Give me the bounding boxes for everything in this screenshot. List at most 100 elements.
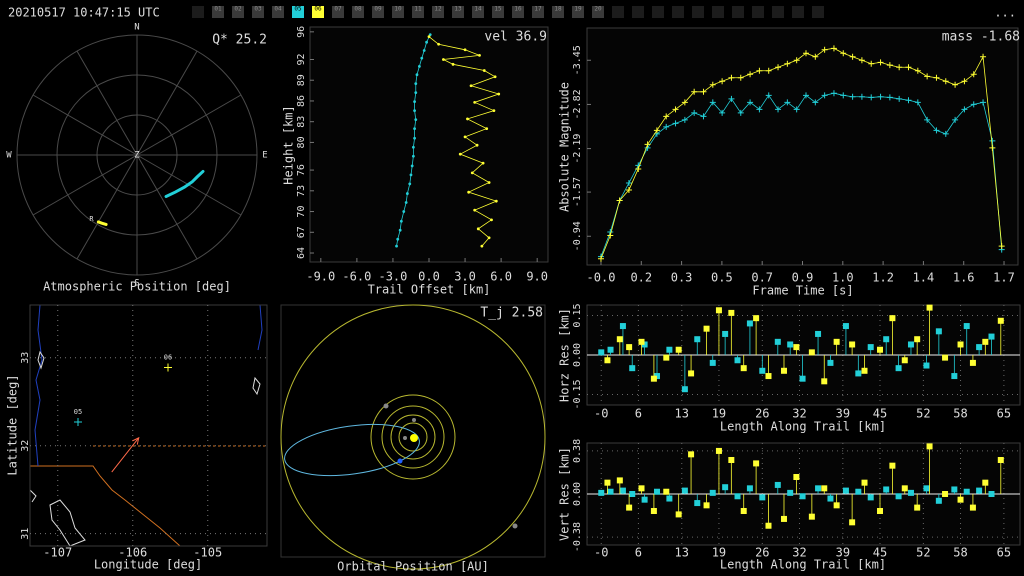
station-tab[interactable]: [272, 6, 284, 18]
station-label[interactable]: 20: [594, 6, 602, 13]
station-tab[interactable]: [492, 6, 504, 18]
polar-spoke: [136, 94, 242, 156]
stem-marker: [759, 494, 766, 501]
marker: [719, 109, 726, 116]
station-tab[interactable]: [312, 6, 324, 18]
station-label[interactable]: 19: [574, 6, 582, 13]
station-label[interactable]: 16: [514, 6, 522, 13]
marker: [700, 113, 707, 120]
stem-marker: [598, 489, 605, 496]
marker: [399, 219, 403, 223]
x-tick-label: 0.3: [671, 271, 693, 285]
station-tab[interactable]: [552, 6, 564, 18]
station-label[interactable]: 12: [434, 6, 442, 13]
station-tab[interactable]: [232, 6, 244, 18]
x-tick-label: 39: [836, 407, 850, 421]
stem-marker: [877, 346, 884, 353]
station-tab[interactable]: [532, 6, 544, 18]
station-tab[interactable]: [392, 6, 404, 18]
marker: [868, 60, 875, 67]
station-tab[interactable]: [372, 6, 384, 18]
stem-marker: [663, 354, 670, 361]
stem-marker: [821, 485, 828, 492]
planet-orbit: [370, 394, 456, 480]
station-label[interactable]: 05: [294, 6, 302, 13]
x-tick-label: 19: [712, 407, 726, 421]
chart-title: Atmospheric Position [deg]: [43, 280, 231, 294]
x-tick-label: 3.0: [454, 270, 476, 284]
x-tick-label: -3.0: [378, 270, 407, 284]
chart-title: Orbital Position [AU]: [337, 560, 489, 574]
station-label[interactable]: 04: [274, 6, 282, 13]
station-tab[interactable]: [212, 6, 224, 18]
polar-spoke: [136, 154, 198, 260]
polar-spoke: [76, 50, 138, 156]
marker: [868, 94, 875, 101]
station-label[interactable]: 11: [414, 6, 422, 13]
station-label[interactable]: 15: [494, 6, 502, 13]
stem-marker: [833, 502, 840, 509]
stem-marker: [740, 508, 747, 514]
marker: [681, 99, 688, 106]
marker: [961, 106, 968, 113]
stem-marker: [650, 375, 657, 382]
stem-marker: [935, 328, 942, 335]
station-label[interactable]: 06: [314, 6, 322, 13]
station-label[interactable]: 03: [254, 6, 262, 13]
station-label[interactable]: 08: [354, 6, 362, 13]
marker: [970, 101, 977, 108]
track: [164, 169, 205, 199]
station-label[interactable]: 10: [394, 6, 402, 13]
marker: [653, 127, 660, 134]
marker: [405, 192, 409, 195]
station-label[interactable]: 18: [554, 6, 562, 13]
stem-marker: [889, 315, 896, 322]
stem-marker: [808, 513, 815, 520]
marker: [663, 123, 670, 130]
station-label[interactable]: 17: [534, 6, 542, 13]
x-tick-label: 6: [635, 407, 642, 421]
marker: [784, 60, 791, 67]
menu[interactable]: ...: [994, 6, 1016, 20]
station-slot: [712, 6, 724, 18]
station-label[interactable]: 09: [374, 6, 382, 13]
marker: [896, 64, 903, 71]
marker: [414, 82, 418, 86]
marker: [476, 227, 480, 231]
station-label[interactable]: 13: [454, 6, 462, 13]
station-label[interactable]: 07: [334, 6, 342, 13]
stem-marker: [942, 491, 949, 497]
station-label[interactable]: 01: [214, 6, 222, 13]
stem-marker: [867, 494, 874, 501]
marker: [404, 201, 408, 204]
station-tab[interactable]: [252, 6, 264, 18]
station-tab[interactable]: [432, 6, 444, 18]
station-tab[interactable]: [452, 6, 464, 18]
station-label[interactable]: 14: [474, 6, 482, 13]
x-tick-label: -0: [594, 546, 608, 560]
station-tab[interactable]: [472, 6, 484, 18]
station-tab[interactable]: [352, 6, 364, 18]
station-tab[interactable]: [412, 6, 424, 18]
polar-spoke: [76, 154, 138, 260]
station-tab[interactable]: [292, 6, 304, 18]
marker: [840, 92, 847, 99]
station-tab[interactable]: [572, 6, 584, 18]
station-tab[interactable]: [592, 6, 604, 18]
stem-marker: [957, 496, 964, 503]
marker: [849, 93, 856, 100]
x-axis-label: Length Along Trail [km]: [720, 558, 886, 572]
station-label[interactable]: 02: [234, 6, 242, 13]
lake: [252, 376, 261, 396]
stem-marker: [681, 386, 688, 393]
stem-marker: [722, 330, 729, 337]
stem-marker: [901, 357, 908, 364]
marker: [812, 53, 819, 60]
marker: [408, 182, 412, 186]
station-tab[interactable]: [512, 6, 524, 18]
stem-marker: [963, 323, 970, 330]
station-tab[interactable]: [332, 6, 344, 18]
marker: [417, 64, 421, 68]
y-tick-label: 73: [296, 185, 307, 197]
stem-marker: [883, 336, 890, 343]
